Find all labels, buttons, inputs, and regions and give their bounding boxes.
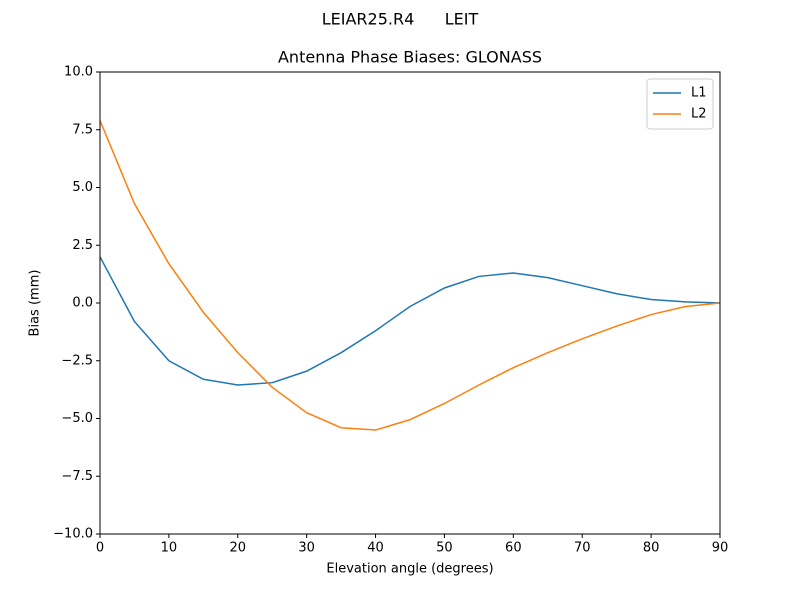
legend-label: L2 <box>691 107 707 122</box>
y-tick-label: 7.5 <box>72 122 93 137</box>
x-tick-label: 60 <box>505 541 522 556</box>
x-tick-label: 50 <box>436 541 453 556</box>
plot-frame <box>99 71 721 535</box>
y-axis-label: Bias (mm) <box>28 270 43 337</box>
y-tick-label: −5.0 <box>61 411 93 426</box>
x-tick-label: 10 <box>161 541 178 556</box>
y-tick-label: −7.5 <box>61 469 93 484</box>
line-series <box>99 256 721 386</box>
x-tick-label: 70 <box>574 541 591 556</box>
y-tick-label: −2.5 <box>61 353 93 368</box>
x-tick-label: 40 <box>367 541 384 556</box>
line-series <box>99 120 721 431</box>
x-tick-label: 30 <box>298 541 315 556</box>
x-tick-label: 0 <box>96 541 104 556</box>
x-tick-label: 80 <box>643 541 660 556</box>
chart-title: Antenna Phase Biases: GLONASS <box>278 48 542 67</box>
y-tick-label: −10.0 <box>53 527 93 542</box>
legend-label: L1 <box>691 86 707 101</box>
x-tick-label: 90 <box>712 541 729 556</box>
y-tick-label: 0.0 <box>72 296 93 311</box>
y-tick-label: 5.0 <box>72 180 93 195</box>
legend-box <box>646 78 714 130</box>
y-tick-label: 10.0 <box>64 65 93 80</box>
x-axis-label: Elevation angle (degrees) <box>326 562 493 577</box>
suptitle: LEIAR25.R4 LEIT <box>322 10 479 29</box>
x-tick-label: 20 <box>230 541 247 556</box>
y-tick-label: 2.5 <box>72 238 93 253</box>
